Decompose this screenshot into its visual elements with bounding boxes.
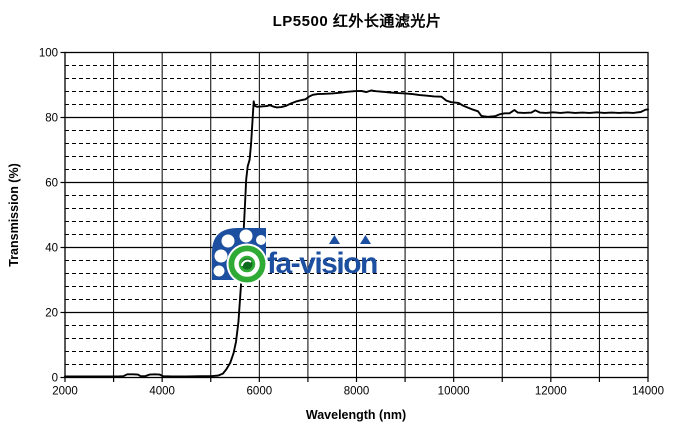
y-tick-label: 0 bbox=[52, 373, 58, 385]
tick-labels: 2000 4000 6000 8000 10000 12000 14000 0 20 40 60 80… bbox=[39, 48, 664, 398]
x-axis-title: Wavelength (nm) bbox=[306, 408, 406, 422]
x-tick-label: 10000 bbox=[438, 386, 470, 398]
y-axis-title: Transmission (%) bbox=[7, 163, 21, 267]
x-tick-label: 4000 bbox=[149, 386, 175, 398]
x-tick-label: 14000 bbox=[632, 386, 664, 398]
transmission-curve bbox=[64, 89, 649, 378]
x-tick-label: 2000 bbox=[52, 386, 78, 398]
chart-title: LP5500 红外长通滤光片 bbox=[272, 13, 442, 30]
y-tick-label: 20 bbox=[45, 308, 58, 320]
y-tick-label: 100 bbox=[39, 48, 58, 60]
logo-i-triangle-icon bbox=[329, 235, 340, 244]
fa-vision-logo: fa-vision bbox=[212, 228, 379, 285]
axis-ticks bbox=[60, 51, 649, 382]
x-tick-label: 6000 bbox=[247, 386, 273, 398]
y-tick-label: 40 bbox=[45, 243, 58, 255]
y-tick-label: 80 bbox=[45, 113, 58, 125]
dial-eye-logo-icon bbox=[212, 228, 268, 285]
logo-text: fa-vision bbox=[267, 247, 377, 280]
y-tick-label: 60 bbox=[45, 178, 58, 190]
gridlines-major bbox=[65, 52, 648, 378]
x-tick-label: 12000 bbox=[535, 386, 567, 398]
logo-i-triangle-icon bbox=[360, 235, 371, 244]
x-tick-label: 8000 bbox=[344, 386, 370, 398]
